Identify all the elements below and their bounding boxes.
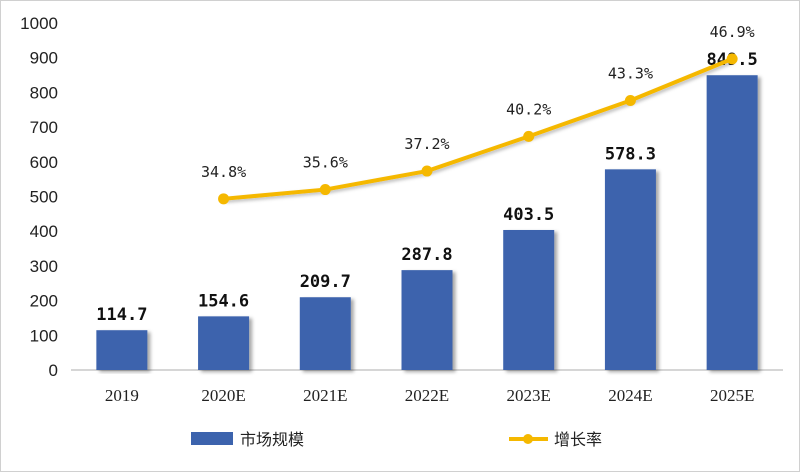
x-tick-label: 2019	[105, 386, 139, 405]
growth-value-label: 37.2%	[404, 135, 449, 153]
growth-line-series: 34.8% 35.6% 37.2% 40.2% 43.3% 46.9%	[201, 23, 755, 205]
y-axis-ticks: 0 100 200 300 400 500 600 700 800 900 1000	[20, 14, 58, 380]
growth-point	[624, 94, 636, 106]
bar	[96, 330, 148, 370]
growth-line	[223, 57, 733, 201]
y-tick-label: 200	[30, 292, 58, 311]
y-tick-label: 600	[30, 153, 58, 172]
legend-bar-swatch	[191, 432, 233, 445]
growth-value-label: 34.8%	[201, 163, 246, 181]
x-tick-label: 2020E	[201, 386, 245, 405]
y-tick-label: 300	[30, 257, 58, 276]
bar	[706, 75, 758, 370]
legend-bar-label: 市场规模	[240, 430, 304, 449]
legend-line-label: 增长率	[554, 430, 602, 449]
growth-point	[319, 184, 331, 196]
growth-value-label: 40.2%	[506, 100, 551, 118]
x-tick-label: 2022E	[405, 386, 449, 405]
legend: 市场规模 增长率	[191, 430, 602, 449]
y-tick-label: 700	[30, 118, 58, 137]
y-tick-label: 800	[30, 83, 58, 102]
y-tick-label: 900	[30, 49, 58, 68]
x-tick-label: 2023E	[507, 386, 551, 405]
y-tick-label: 0	[49, 361, 58, 380]
bar-value-label: 114.7	[96, 305, 147, 325]
growth-point	[421, 165, 433, 177]
y-tick-label: 500	[30, 188, 58, 207]
bar	[401, 270, 453, 370]
bar-value-label: 154.6	[198, 291, 249, 311]
x-tick-label: 2021E	[303, 386, 347, 405]
growth-value-label: 35.6%	[303, 154, 348, 172]
y-tick-label: 100	[30, 326, 58, 345]
growth-value-label: 46.9%	[710, 23, 755, 41]
growth-point	[726, 53, 738, 65]
bar-value-label: 209.7	[300, 272, 351, 292]
bar-value-label: 287.8	[401, 245, 452, 265]
bar	[299, 297, 351, 370]
bar-value-label: 403.5	[503, 205, 554, 225]
x-tick-label: 2025E	[710, 386, 754, 405]
bar	[198, 316, 250, 370]
bar	[503, 229, 555, 370]
growth-value-label: 43.3%	[608, 64, 653, 82]
bar	[604, 169, 656, 370]
y-tick-label: 400	[30, 222, 58, 241]
y-tick-label: 1000	[20, 14, 58, 33]
growth-point	[523, 130, 535, 142]
legend-line-marker	[523, 434, 533, 444]
x-tick-label: 2024E	[608, 386, 652, 405]
growth-point	[218, 193, 230, 205]
bar-value-label: 578.3	[605, 144, 656, 164]
x-axis-ticks: 2019 2020E 2021E 2022E 2023E 2024E 2025E	[105, 386, 754, 405]
